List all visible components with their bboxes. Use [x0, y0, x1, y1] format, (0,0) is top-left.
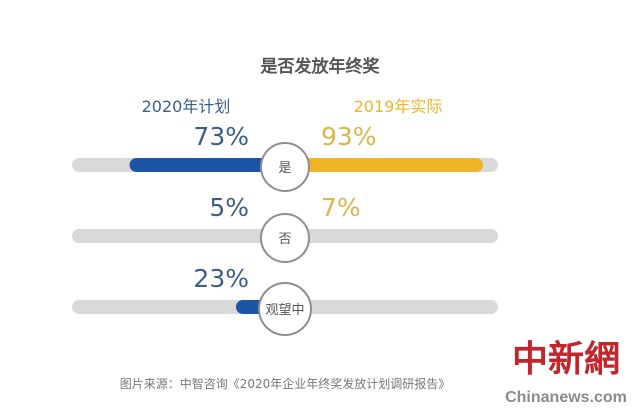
- category-circle: [260, 142, 310, 192]
- category-label: 观望中: [265, 302, 304, 318]
- data-label-2019: 7%: [321, 193, 361, 222]
- legend-2020-plan: 2020年计划: [142, 97, 231, 116]
- category-circle: [260, 213, 310, 263]
- bar-2020-0: [129, 158, 285, 172]
- data-label-2020: 73%: [193, 122, 249, 151]
- category-label: 是: [278, 161, 291, 176]
- chart-rows: 是 73% 93% 否 5% 7% 观望中 23%: [72, 122, 498, 336]
- source-note: 图片来源：中智咨询《2020年企业年终奖发放计划调研报告》: [120, 376, 451, 391]
- watermark: 中新網 Chinanews.com: [505, 338, 627, 406]
- chart-title: 是否发放年终奖: [261, 56, 381, 77]
- category-circle: [258, 282, 312, 336]
- watermark-site: Chinanews.com: [505, 389, 627, 406]
- legend-2019-actual: 2019年实际: [354, 97, 443, 116]
- bar-2019-0: [285, 158, 484, 172]
- data-label-2019: 93%: [321, 122, 377, 151]
- data-label-2020: 5%: [209, 193, 249, 222]
- category-label: 否: [278, 232, 291, 247]
- data-label-2020: 23%: [193, 264, 249, 293]
- watermark-logo: 中新網: [512, 338, 620, 380]
